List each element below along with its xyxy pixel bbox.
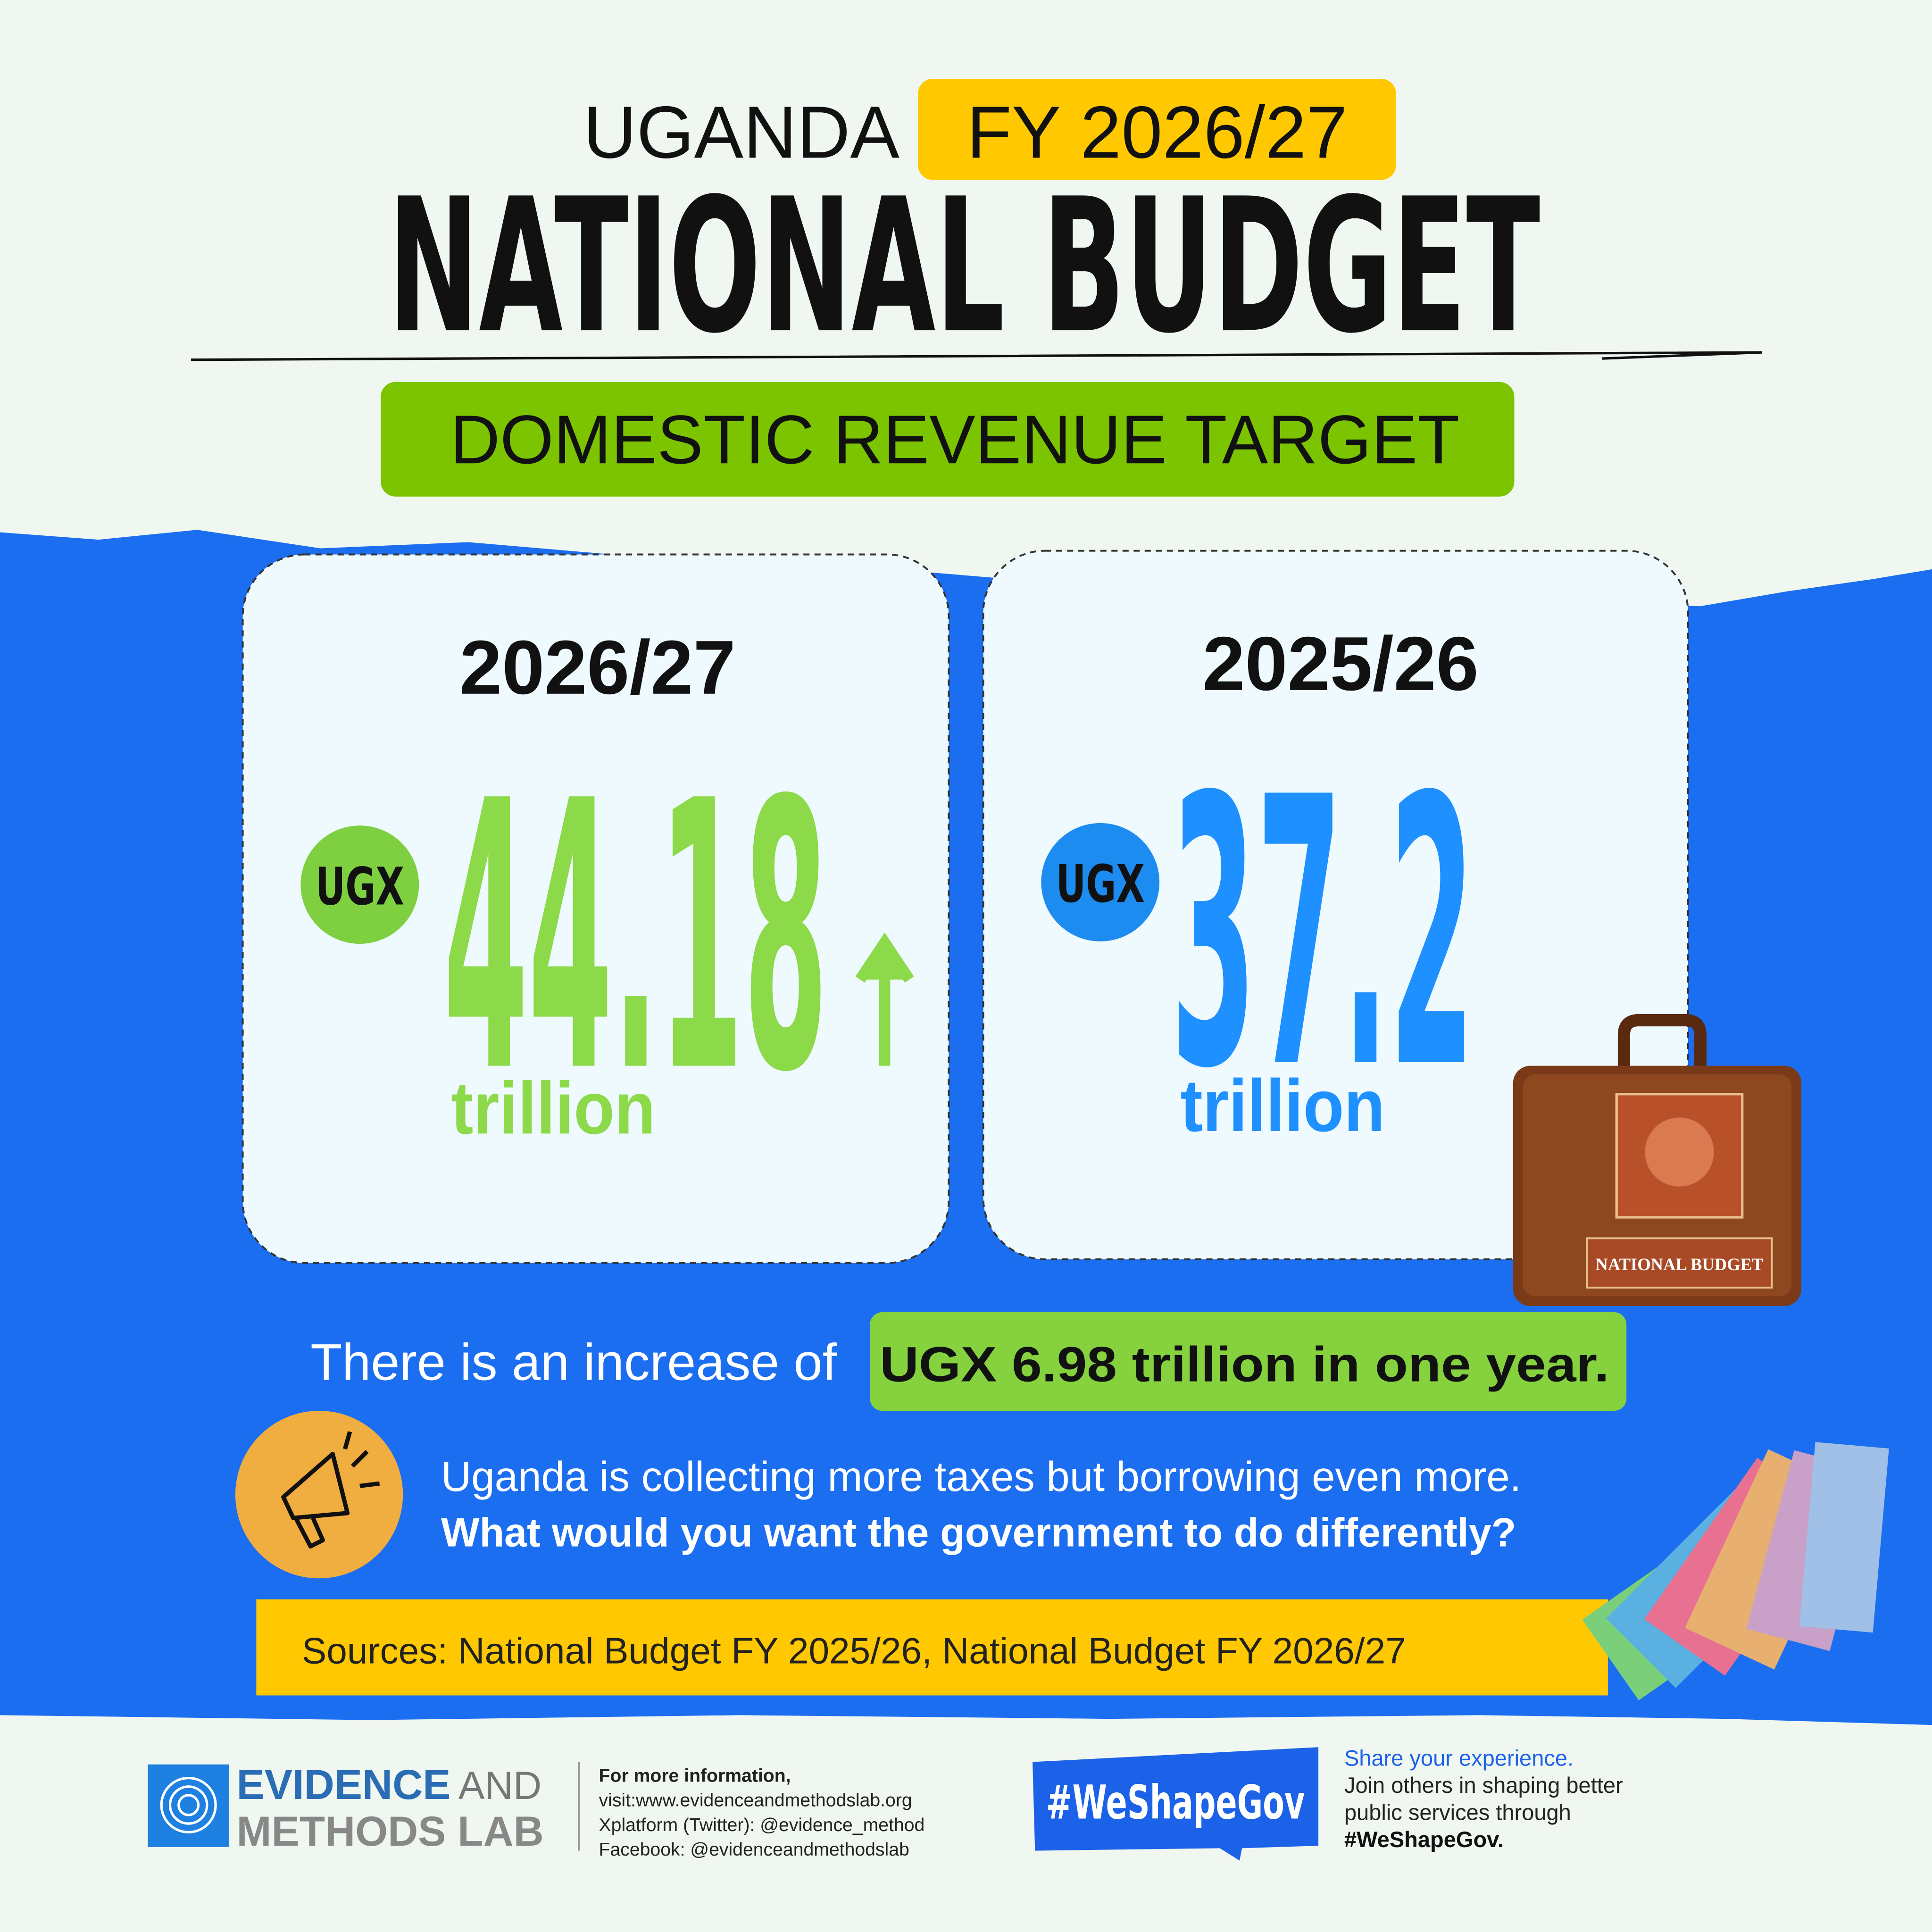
title-underline [191, 351, 1762, 361]
info-line: Facebook: @evidenceandmethodslab [599, 1840, 909, 1860]
info-line: For more information, [599, 1765, 791, 1786]
title-prefix: UGANDA [583, 91, 899, 174]
amount: 44.18 [443, 723, 828, 1153]
increase-highlight: UGX 6.98 trillion in one year. [880, 1337, 1609, 1392]
megaphone-badge [235, 1411, 403, 1579]
highlight-box [918, 79, 1396, 180]
share-tag: #WeShapeGov. [1344, 1827, 1504, 1852]
megaphone-icon [281, 1431, 380, 1549]
currency-badge [300, 825, 419, 944]
subtitle: DOMESTIC REVENUE TARGET [450, 401, 1459, 478]
org-name: EVIDENCE [237, 1761, 451, 1808]
callout-text: Uganda is collecting more taxes but borr… [441, 1453, 1521, 1500]
currency: UGX [316, 856, 404, 916]
card [242, 553, 950, 1264]
share-text: Join others in shaping better [1344, 1773, 1623, 1798]
unit: trillion [451, 1067, 656, 1149]
sources-box [256, 1599, 1608, 1696]
info-line: Xplatform (Twitter): @evidence_method [599, 1815, 925, 1835]
card-year: 2026/27 [459, 625, 735, 710]
amount: 37.2 [1171, 719, 1475, 1149]
main-title: NATIONAL BUDGET [388, 159, 1541, 374]
card [982, 550, 1689, 1260]
unit: trillion [1181, 1065, 1385, 1147]
hashtag-badge [1033, 1747, 1319, 1861]
increase-box [870, 1312, 1627, 1411]
briefcase: NATIONAL BUDGET [1513, 1014, 1802, 1306]
banknotes [1582, 1442, 1889, 1700]
org-and: AND [458, 1763, 541, 1807]
currency: UGX [1056, 854, 1145, 914]
currency-badge [1041, 823, 1160, 941]
info-line: visit:www.evidenceandmethodslab.org [599, 1790, 912, 1811]
callout-question: What would you want the government to do… [441, 1510, 1516, 1555]
share-title: Share your experience. [1344, 1745, 1574, 1770]
sources: Sources: National Budget FY 2025/26, Nat… [302, 1630, 1406, 1672]
increase-text: There is an increase of [310, 1334, 837, 1391]
share-text: public services through [1344, 1799, 1571, 1824]
briefcase-label: NATIONAL BUDGET [1596, 1255, 1764, 1274]
subtitle-box [381, 382, 1515, 497]
card-year: 2025/26 [1202, 621, 1478, 707]
hashtag: #WeShapeGov [1046, 1776, 1305, 1830]
org-name: METHODS LAB [237, 1808, 544, 1855]
title-highlight: FY 2026/27 [966, 91, 1347, 174]
up-arrow [855, 933, 914, 1066]
logo-fingerprint [160, 1776, 217, 1834]
